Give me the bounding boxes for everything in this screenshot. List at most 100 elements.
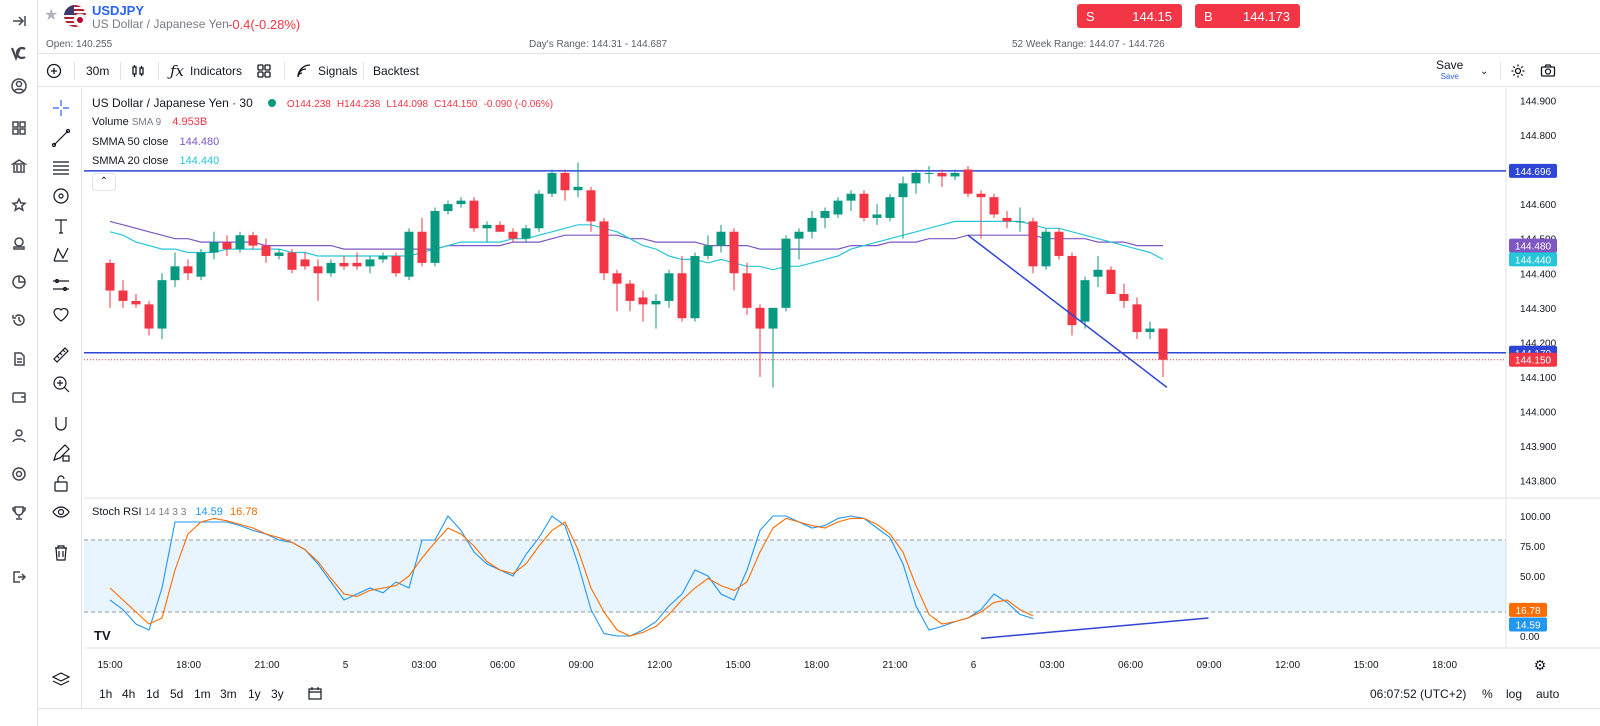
chevron-down-icon[interactable]: ⌄ <box>1480 65 1489 77</box>
smma50-legend[interactable]: SMMA 50 close 144.480 <box>92 136 219 148</box>
signals-button[interactable]: Signals <box>296 55 357 87</box>
candle-up <box>898 183 908 198</box>
magnet-icon[interactable] <box>49 412 73 436</box>
axis-settings-icon[interactable]: ⚙ <box>1534 657 1547 673</box>
pencil-lock-icon[interactable] <box>49 441 73 465</box>
range-1d-button[interactable]: 1d <box>146 687 160 701</box>
logout-icon[interactable] <box>7 565 31 589</box>
rsi-axis-label-bg <box>1509 602 1547 617</box>
symbol-ticker[interactable]: USDJPY <box>92 3 145 18</box>
candle-up <box>547 172 557 194</box>
plus-circle-icon <box>46 63 62 79</box>
star-icon[interactable] <box>7 193 31 217</box>
backtest-button[interactable]: Backtest <box>373 64 420 78</box>
horizontal-lines-icon[interactable] <box>49 155 73 179</box>
chart-area[interactable]: 144.900144.800144.700144.600144.500144.4… <box>84 88 1600 684</box>
chart-toolbar: 30m ƒx Indicators Signals Backtest Save … <box>38 55 1600 87</box>
candle-down <box>469 200 479 229</box>
prediction-tool-icon[interactable] <box>49 273 73 297</box>
ruler-icon[interactable] <box>49 343 73 367</box>
zoom-in-icon[interactable] <box>49 372 73 396</box>
add-symbol-button[interactable] <box>46 55 62 87</box>
candle-down <box>508 231 518 239</box>
date-range-icon[interactable] <box>308 687 324 704</box>
clock-timezone[interactable]: 06:07:52 (UTC+2) <box>1370 687 1467 701</box>
chart-settings-button[interactable] <box>1510 55 1526 87</box>
snapshot-button[interactable] <box>1540 55 1556 87</box>
sell-button[interactable]: S 144.15 <box>1077 4 1182 28</box>
time-tick-label: 06:00 <box>1118 660 1143 671</box>
layers-icon[interactable] <box>49 668 73 692</box>
gear-icon <box>1511 64 1525 78</box>
candle-down <box>937 172 947 177</box>
bank-icon[interactable] <box>7 154 31 178</box>
candle-up <box>716 231 726 246</box>
candle-down <box>1028 221 1038 267</box>
wallet-icon[interactable] <box>7 385 31 409</box>
stoch-rsi-legend[interactable]: Stoch RSI 14 14 3 3 14.59 16.78 <box>92 506 258 518</box>
favorite-star-icon[interactable]: ★ <box>44 7 59 24</box>
collapse-legend-button[interactable]: ⌃ <box>92 173 116 191</box>
range-1h-button[interactable]: 1h <box>99 687 113 701</box>
trophy-icon[interactable] <box>7 501 31 525</box>
settings-icon[interactable] <box>7 462 31 486</box>
percent-scale-toggle[interactable]: % <box>1482 687 1493 701</box>
camera-icon <box>1540 64 1556 77</box>
profile-icon[interactable] <box>7 74 31 98</box>
chart-canvas[interactable]: 144.900144.800144.700144.600144.500144.4… <box>84 88 1600 684</box>
document-icon[interactable] <box>7 347 31 371</box>
vc-logo-icon[interactable] <box>7 41 31 65</box>
trendline-tool-icon[interactable] <box>49 126 73 150</box>
time-tick-label: 21:00 <box>882 660 907 671</box>
expand-icon[interactable] <box>7 9 31 33</box>
rsi-axis-label-bg <box>1509 617 1547 632</box>
smma50-line <box>109 220 1163 250</box>
crosshair-icon[interactable] <box>49 96 73 120</box>
buy-button[interactable]: B 144.173 <box>1195 4 1300 28</box>
range-1y-button[interactable]: 1y <box>248 687 261 701</box>
indicators-button[interactable]: ƒx Indicators <box>170 55 242 87</box>
price-tick-label: 144.200 <box>1520 338 1557 349</box>
range-5d-button[interactable]: 5d <box>170 687 184 701</box>
range-3m-button[interactable]: 3m <box>220 687 237 701</box>
range-4h-button[interactable]: 4h <box>122 687 136 701</box>
dashboard-icon[interactable] <box>7 116 31 140</box>
candle-down <box>313 266 323 274</box>
candle-up <box>703 245 713 256</box>
pitchfork-icon[interactable] <box>49 184 73 208</box>
coins-icon[interactable] <box>7 231 31 255</box>
candle-up <box>820 211 830 218</box>
price-axis-label-bg <box>1509 252 1557 267</box>
heart-icon[interactable] <box>49 302 73 326</box>
candle-up <box>872 214 882 218</box>
text-tool-icon[interactable] <box>49 214 73 238</box>
stoch-rsi-label: Stoch RSI <box>92 506 142 518</box>
trash-icon[interactable] <box>49 540 73 564</box>
save-button[interactable]: Save Save <box>1436 55 1463 87</box>
interval-button[interactable]: 30m <box>86 64 110 78</box>
price-tick-label: 143.800 <box>1520 477 1557 488</box>
pie-chart-icon[interactable] <box>7 270 31 294</box>
log-scale-toggle[interactable]: log <box>1506 687 1523 701</box>
user-icon[interactable] <box>7 424 31 448</box>
auto-scale-toggle[interactable]: auto <box>1536 687 1560 701</box>
pattern-tool-icon[interactable] <box>49 243 73 267</box>
candle-down <box>586 190 596 222</box>
rsi-tick-label: 0.00 <box>1520 632 1540 643</box>
range-1m-button[interactable]: 1m <box>194 687 211 701</box>
candle-up <box>196 252 206 277</box>
lock-icon[interactable] <box>49 471 73 495</box>
52-week-range-stat: 52 Week Range: 144.07 - 144.726 <box>1012 39 1165 50</box>
candle-up <box>690 255 700 319</box>
eye-icon[interactable] <box>49 500 73 524</box>
candle-up <box>430 211 440 263</box>
chart-type-button[interactable] <box>130 55 146 87</box>
templates-button[interactable] <box>256 55 272 87</box>
time-tick-label: 06:00 <box>490 660 515 671</box>
candle-down <box>677 273 687 319</box>
history-icon[interactable] <box>7 308 31 332</box>
volume-legend[interactable]: Volume SMA 9 4.953B <box>92 116 207 128</box>
candle-up <box>768 307 778 329</box>
smma20-legend[interactable]: SMMA 20 close 144.440 <box>92 155 219 167</box>
range-3y-button[interactable]: 3y <box>271 687 284 701</box>
